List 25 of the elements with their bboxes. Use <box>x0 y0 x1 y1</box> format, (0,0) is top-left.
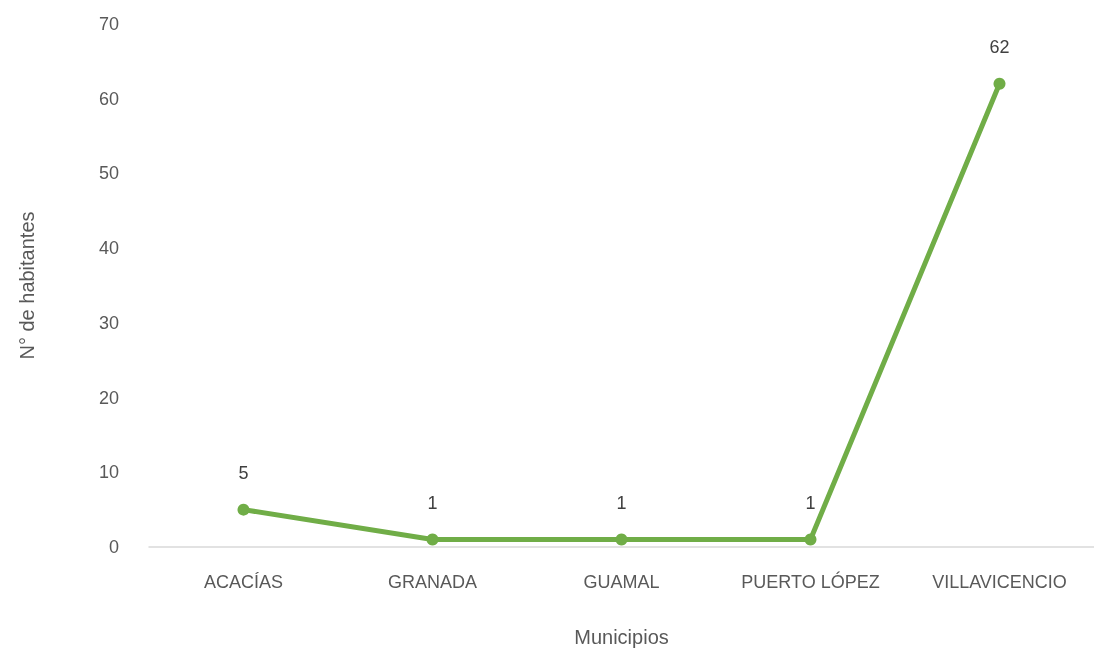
point <box>615 533 628 546</box>
data-label: 1 <box>805 492 816 513</box>
data-label: 62 <box>989 36 1010 57</box>
x-tick-label: PUERTO LÓPEZ <box>741 571 880 592</box>
point <box>237 503 250 516</box>
x-tick-label: VILLAVICENCIO <box>932 572 1067 592</box>
data-label: 1 <box>427 492 438 513</box>
point <box>993 77 1006 90</box>
point <box>426 533 439 546</box>
y-tick-label: 0 <box>108 537 119 557</box>
data-label: 5 <box>238 462 249 483</box>
point <box>804 533 817 546</box>
y-tick-label: 20 <box>98 387 119 408</box>
y-tick-label: 40 <box>98 238 119 259</box>
y-axis-title: N° de habitantes <box>16 211 38 360</box>
y-tick-label: 60 <box>98 88 119 109</box>
y-tick-label: 50 <box>98 163 119 184</box>
x-tick-label: GRANADA <box>387 572 478 592</box>
x-tick-label: GUAMAL <box>583 572 660 592</box>
x-tick-label: ACACÍAS <box>203 572 284 592</box>
y-tick-label: 10 <box>98 462 119 483</box>
x-axis-title: Municipios <box>574 626 669 648</box>
data-label: 1 <box>616 492 627 513</box>
y-tick-label: 30 <box>98 312 119 333</box>
y-tick-label: 70 <box>98 14 119 34</box>
